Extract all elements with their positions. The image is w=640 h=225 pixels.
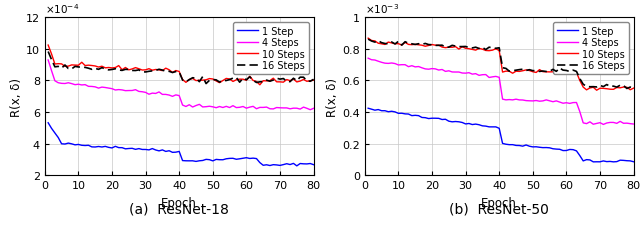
1 Step bbox=[482, 125, 490, 128]
1 Step bbox=[546, 147, 554, 149]
4 Steps bbox=[600, 124, 607, 126]
16 Steps bbox=[522, 70, 530, 72]
16 Steps bbox=[364, 39, 372, 41]
16 Steps bbox=[482, 49, 490, 52]
Line: 4 Steps: 4 Steps bbox=[48, 61, 314, 110]
Line: 1 Step: 1 Step bbox=[368, 109, 634, 162]
10 Steps bbox=[283, 79, 291, 81]
4 Steps bbox=[364, 58, 372, 60]
16 Steps bbox=[162, 71, 170, 73]
4 Steps bbox=[205, 106, 213, 108]
Text: $\times10^{-3}$: $\times10^{-3}$ bbox=[365, 3, 399, 16]
10 Steps bbox=[216, 82, 223, 85]
4 Steps bbox=[630, 123, 637, 126]
Text: (a)  ResNet-18: (a) ResNet-18 bbox=[129, 202, 229, 216]
10 Steps bbox=[364, 38, 372, 40]
Line: 10 Steps: 10 Steps bbox=[48, 46, 314, 86]
4 Steps bbox=[525, 100, 533, 103]
Line: 16 Steps: 16 Steps bbox=[48, 52, 314, 84]
16 Steps bbox=[219, 80, 227, 83]
10 Steps bbox=[202, 79, 210, 82]
Y-axis label: R(x, δ): R(x, δ) bbox=[10, 77, 23, 116]
1 Step bbox=[630, 161, 637, 163]
Legend: 1 Step, 4 Steps, 10 Steps, 16 Steps: 1 Step, 4 Steps, 10 Steps, 16 Steps bbox=[553, 23, 628, 75]
10 Steps bbox=[603, 88, 611, 91]
10 Steps bbox=[162, 68, 170, 70]
1 Step bbox=[310, 164, 317, 166]
16 Steps bbox=[205, 80, 213, 82]
16 Steps bbox=[310, 79, 317, 81]
1 Step bbox=[216, 159, 223, 161]
10 Steps bbox=[310, 79, 317, 82]
4 Steps bbox=[310, 108, 317, 110]
X-axis label: Epoch: Epoch bbox=[161, 196, 197, 209]
10 Steps bbox=[525, 70, 533, 73]
1 Step bbox=[522, 144, 530, 147]
4 Steps bbox=[603, 122, 611, 125]
10 Steps bbox=[482, 50, 490, 53]
4 Steps bbox=[482, 74, 490, 76]
Line: 10 Steps: 10 Steps bbox=[368, 39, 634, 91]
1 Step bbox=[205, 159, 213, 161]
Line: 1 Step: 1 Step bbox=[48, 123, 314, 166]
Text: (b)  ResNet-50: (b) ResNet-50 bbox=[449, 202, 549, 216]
10 Steps bbox=[44, 45, 52, 47]
1 Step bbox=[226, 157, 234, 160]
4 Steps bbox=[280, 107, 287, 110]
1 Step bbox=[44, 122, 52, 125]
10 Steps bbox=[630, 87, 637, 90]
1 Step bbox=[280, 164, 287, 166]
4 Steps bbox=[44, 59, 52, 62]
4 Steps bbox=[546, 100, 554, 103]
1 Step bbox=[525, 145, 533, 148]
1 Step bbox=[202, 158, 210, 161]
Y-axis label: R(x, δ): R(x, δ) bbox=[326, 77, 339, 116]
16 Steps bbox=[525, 69, 533, 72]
Line: 4 Steps: 4 Steps bbox=[368, 59, 634, 125]
1 Step bbox=[536, 146, 543, 149]
1 Step bbox=[162, 150, 170, 153]
Text: $\times10^{-4}$: $\times10^{-4}$ bbox=[45, 3, 79, 16]
1 Step bbox=[603, 161, 611, 163]
4 Steps bbox=[216, 106, 223, 108]
Line: 16 Steps: 16 Steps bbox=[368, 40, 634, 89]
10 Steps bbox=[256, 84, 264, 87]
16 Steps bbox=[44, 51, 52, 54]
4 Steps bbox=[226, 107, 234, 109]
4 Steps bbox=[162, 94, 170, 96]
16 Steps bbox=[209, 79, 217, 81]
Legend: 1 Step, 4 Steps, 10 Steps, 16 Steps: 1 Step, 4 Steps, 10 Steps, 16 Steps bbox=[233, 23, 308, 75]
10 Steps bbox=[546, 71, 554, 74]
X-axis label: Epoch: Epoch bbox=[481, 196, 517, 209]
1 Step bbox=[293, 165, 301, 167]
16 Steps bbox=[546, 71, 554, 73]
16 Steps bbox=[630, 87, 637, 90]
10 Steps bbox=[205, 78, 213, 81]
16 Steps bbox=[283, 81, 291, 83]
10 Steps bbox=[536, 69, 543, 72]
10 Steps bbox=[593, 90, 600, 92]
4 Steps bbox=[536, 100, 543, 103]
4 Steps bbox=[307, 109, 314, 112]
1 Step bbox=[589, 161, 597, 164]
4 Steps bbox=[522, 100, 530, 103]
16 Steps bbox=[202, 83, 210, 86]
16 Steps bbox=[536, 71, 543, 73]
10 Steps bbox=[226, 78, 234, 81]
10 Steps bbox=[522, 69, 530, 72]
4 Steps bbox=[202, 106, 210, 108]
16 Steps bbox=[623, 88, 631, 90]
16 Steps bbox=[229, 77, 237, 80]
16 Steps bbox=[600, 86, 607, 89]
1 Step bbox=[364, 107, 372, 110]
